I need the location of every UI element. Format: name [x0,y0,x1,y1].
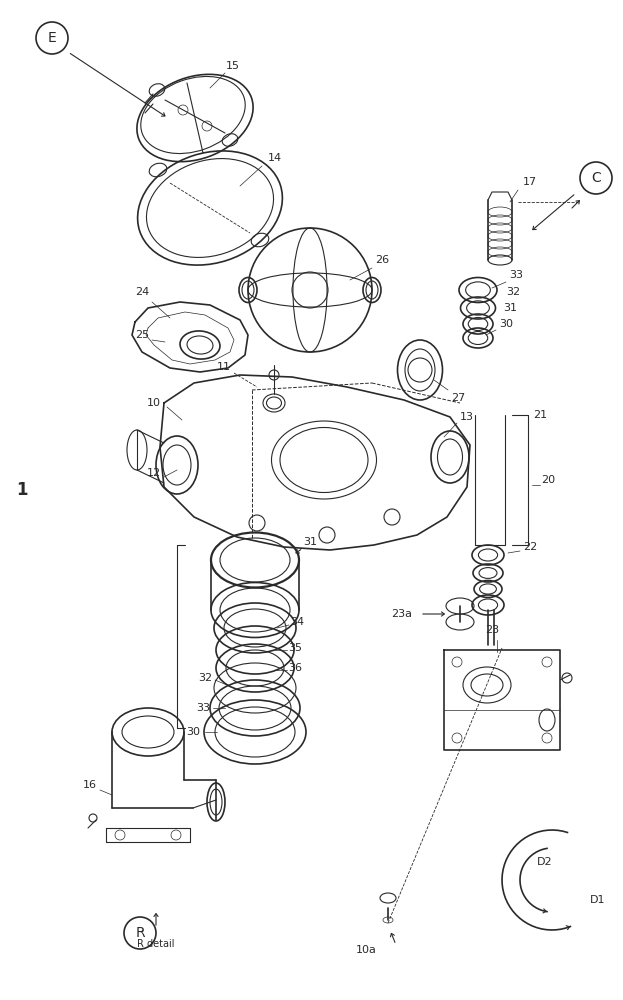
Text: E: E [47,31,56,45]
Text: 30: 30 [186,727,200,737]
Text: 36: 36 [288,663,302,673]
Text: R detail: R detail [137,939,174,949]
Text: 13: 13 [460,412,474,422]
Text: D2: D2 [537,857,553,867]
Text: 12: 12 [147,468,161,478]
Text: 22: 22 [523,542,537,552]
Text: R: R [135,926,145,940]
Text: 26: 26 [375,255,389,265]
Text: 30: 30 [499,319,513,329]
Text: 10: 10 [147,398,161,408]
Text: 27: 27 [451,393,465,403]
Text: 33: 33 [509,270,523,280]
Text: 15: 15 [226,61,240,71]
Text: C: C [591,171,601,185]
Text: 23a: 23a [391,609,412,619]
Text: 31: 31 [303,537,317,547]
Text: 16: 16 [83,780,97,790]
Text: 20: 20 [541,475,555,485]
Text: 1: 1 [16,481,28,499]
Text: 35: 35 [288,643,302,653]
Text: 17: 17 [523,177,537,187]
Text: 11: 11 [217,362,231,372]
Text: 32: 32 [506,287,520,297]
Text: 21: 21 [533,410,547,420]
Text: 32: 32 [198,673,212,683]
Text: 25: 25 [135,330,149,340]
Text: 14: 14 [268,153,282,163]
Text: D1: D1 [590,895,606,905]
Text: 31: 31 [503,303,517,313]
Text: 24: 24 [135,287,149,297]
Text: 10a: 10a [356,945,376,955]
Text: 34: 34 [290,617,304,627]
Text: 23: 23 [485,625,499,635]
Text: 33: 33 [196,703,210,713]
